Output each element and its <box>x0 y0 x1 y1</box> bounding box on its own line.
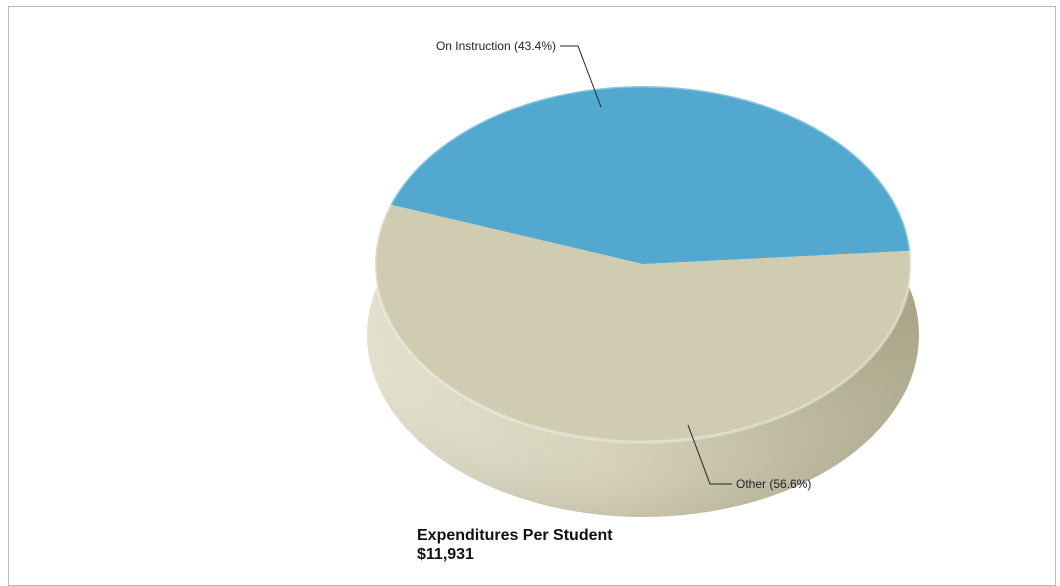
chart-title: Expenditures Per Student <box>417 527 613 544</box>
chart-caption: Expenditures Per Student $11,931 <box>417 526 613 564</box>
pie-labels: On Instruction (43.4%) Other (56.6%) <box>436 39 811 491</box>
slice-label-1: Other (56.6%) <box>736 477 811 491</box>
leader-line-1 <box>687 424 732 485</box>
chart-subtitle: $11,931 <box>417 546 474 563</box>
pie-slice-1 <box>374 204 911 442</box>
slice-label-0: On Instruction (43.4%) <box>436 39 556 53</box>
pie-slices <box>374 86 911 442</box>
pie-slice-0 <box>390 86 911 265</box>
pie-chart: On Instruction (43.4%) Other (56.6%) <box>367 39 919 517</box>
leader-line-0 <box>560 45 602 108</box>
pie-top-highlight <box>373 84 913 444</box>
